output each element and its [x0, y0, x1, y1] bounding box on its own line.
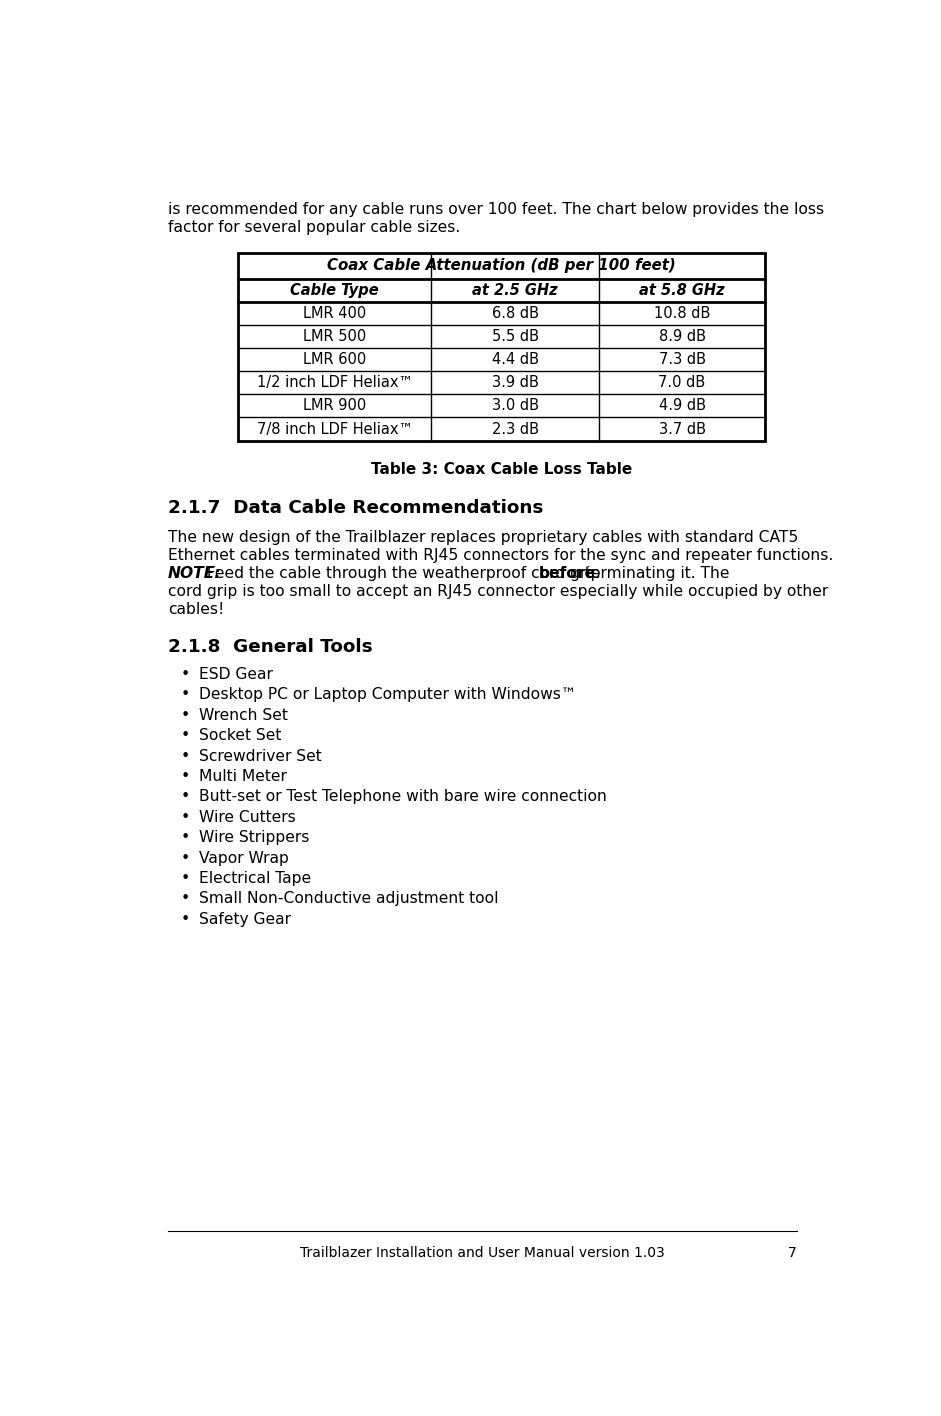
Text: before: before — [538, 566, 596, 581]
Text: cables!: cables! — [168, 602, 224, 617]
Text: 2.3 dB: 2.3 dB — [491, 422, 538, 436]
Text: cord grip is too small to accept an RJ45 connector especially while occupied by : cord grip is too small to accept an RJ45… — [168, 585, 828, 599]
Bar — [238, 252, 765, 440]
Text: NOTE:: NOTE: — [168, 566, 222, 581]
Text: Table 3: Coax Cable Loss Table: Table 3: Coax Cable Loss Table — [371, 462, 632, 477]
Text: •: • — [181, 687, 190, 702]
Text: LMR 500: LMR 500 — [303, 329, 366, 344]
Text: Wrench Set: Wrench Set — [199, 708, 288, 722]
Text: 3.7 dB: 3.7 dB — [659, 422, 706, 436]
Text: Coax Cable Attenuation (dB per 100 feet): Coax Cable Attenuation (dB per 100 feet) — [327, 258, 676, 273]
Text: at 5.8 GHz: at 5.8 GHz — [639, 283, 725, 297]
Text: •: • — [181, 810, 190, 824]
Text: Screwdriver Set: Screwdriver Set — [199, 749, 322, 763]
Text: Electrical Tape: Electrical Tape — [199, 871, 311, 886]
Text: •: • — [181, 871, 190, 886]
Text: 3.0 dB: 3.0 dB — [491, 398, 538, 413]
Text: Safety Gear: Safety Gear — [199, 912, 291, 927]
Text: •: • — [181, 912, 190, 927]
Text: Ethernet cables terminated with RJ45 connectors for the sync and repeater functi: Ethernet cables terminated with RJ45 con… — [168, 548, 833, 564]
Text: 3.9 dB: 3.9 dB — [491, 375, 538, 391]
Text: 10.8 dB: 10.8 dB — [654, 306, 710, 321]
Text: 8.9 dB: 8.9 dB — [659, 329, 706, 344]
Text: factor for several popular cable sizes.: factor for several popular cable sizes. — [168, 221, 460, 235]
Text: Wire Cutters: Wire Cutters — [199, 810, 295, 824]
Text: •: • — [181, 830, 190, 845]
Text: 2.1.8  General Tools: 2.1.8 General Tools — [168, 637, 373, 656]
Text: Cable Type: Cable Type — [290, 283, 379, 297]
Text: terminating it. The: terminating it. The — [580, 566, 729, 581]
Text: •: • — [181, 769, 190, 784]
Text: LMR 400: LMR 400 — [303, 306, 366, 321]
Text: •: • — [181, 728, 190, 743]
Text: 7: 7 — [788, 1246, 796, 1260]
Text: is recommended for any cable runs over 100 feet. The chart below provides the lo: is recommended for any cable runs over 1… — [168, 202, 824, 217]
Text: 4.9 dB: 4.9 dB — [659, 398, 706, 413]
Text: Multi Meter: Multi Meter — [199, 769, 287, 784]
Text: Socket Set: Socket Set — [199, 728, 281, 743]
Text: The new design of the Trailblazer replaces proprietary cables with standard CAT5: The new design of the Trailblazer replac… — [168, 530, 798, 545]
Text: •: • — [181, 708, 190, 722]
Text: 4.4 dB: 4.4 dB — [491, 353, 538, 367]
Text: •: • — [181, 749, 190, 763]
Text: 6.8 dB: 6.8 dB — [491, 306, 538, 321]
Text: Wire Strippers: Wire Strippers — [199, 830, 310, 845]
Text: •: • — [181, 892, 190, 906]
Text: 7.3 dB: 7.3 dB — [659, 353, 706, 367]
Text: LMR 900: LMR 900 — [303, 398, 366, 413]
Text: 7/8 inch LDF Heliax™: 7/8 inch LDF Heliax™ — [257, 422, 413, 436]
Text: LMR 600: LMR 600 — [303, 353, 366, 367]
Text: Feed the cable through the weatherproof cord grip: Feed the cable through the weatherproof … — [201, 566, 605, 581]
Text: •: • — [181, 851, 190, 865]
Text: Trailblazer Installation and User Manual version 1.03: Trailblazer Installation and User Manual… — [300, 1246, 664, 1260]
Text: •: • — [181, 667, 190, 683]
Text: Vapor Wrap: Vapor Wrap — [199, 851, 289, 865]
Text: ESD Gear: ESD Gear — [199, 667, 273, 683]
Text: •: • — [181, 789, 190, 804]
Text: Small Non-Conductive adjustment tool: Small Non-Conductive adjustment tool — [199, 892, 499, 906]
Text: at 2.5 GHz: at 2.5 GHz — [472, 283, 558, 297]
Text: Desktop PC or Laptop Computer with Windows™: Desktop PC or Laptop Computer with Windo… — [199, 687, 577, 702]
Text: 5.5 dB: 5.5 dB — [491, 329, 538, 344]
Text: 1/2 inch LDF Heliax™: 1/2 inch LDF Heliax™ — [257, 375, 413, 391]
Text: 2.1.7  Data Cable Recommendations: 2.1.7 Data Cable Recommendations — [168, 498, 543, 517]
Text: 7.0 dB: 7.0 dB — [659, 375, 706, 391]
Text: Butt-set or Test Telephone with bare wire connection: Butt-set or Test Telephone with bare wir… — [199, 789, 607, 804]
